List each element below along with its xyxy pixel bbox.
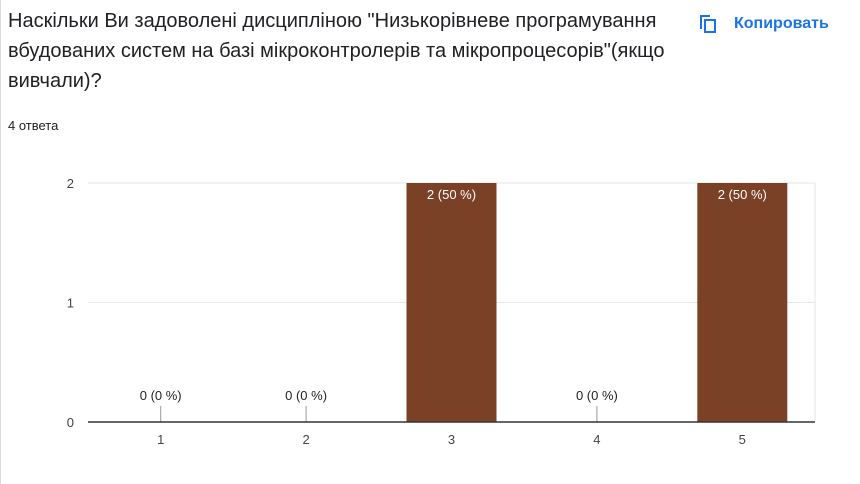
copy-button[interactable]: Копировать (690, 6, 835, 42)
copy-icon (696, 12, 720, 36)
y-tick-label: 0 (67, 415, 74, 430)
bar (406, 183, 497, 422)
x-tick-label: 4 (593, 432, 600, 447)
data-label: 0 (0 %) (576, 388, 618, 403)
data-label: 2 (50 %) (718, 187, 767, 202)
x-tick-label: 1 (157, 432, 164, 447)
x-tick-label: 5 (739, 432, 746, 447)
y-tick-label: 2 (67, 176, 74, 191)
x-tick-label: 3 (448, 432, 455, 447)
copy-button-label: Копировать (734, 15, 829, 32)
y-tick-label: 1 (67, 296, 74, 311)
response-count: 4 ответа (8, 118, 59, 133)
x-tick-label: 2 (302, 432, 309, 447)
card-border (0, 0, 1, 484)
data-label: 0 (0 %) (285, 388, 327, 403)
bar-chart: 0 1 2 0 (0 %) 1 0 (0 %) 2 2 (50 %) 3 0 (0 %) 4 2 (5… (67, 176, 816, 447)
data-label: 2 (50 %) (427, 187, 476, 202)
question-title: Наскільки Ви задоволені дисципліною "Низ… (8, 10, 665, 92)
data-label: 0 (0 %) (140, 388, 182, 403)
bar (697, 183, 788, 422)
